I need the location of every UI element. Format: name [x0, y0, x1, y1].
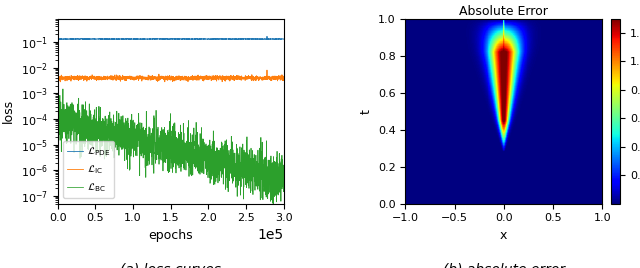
$\mathcal{L}_{\mathrm{PDE}}$ — [274, 38, 282, 41]
$\mathcal{L}_{\mathrm{IC}}$ — [56, 80, 64, 83]
$\mathcal{L}_{\mathrm{PDE}}$ — [54, 32, 61, 35]
$\mathcal{L}_{\mathrm{BC}}$ — [269, 206, 277, 209]
Title: Absolute Error: Absolute Error — [460, 5, 548, 18]
Legend: $\mathcal{L}_{\mathrm{PDE}}$, $\mathcal{L}_{\mathrm{IC}}$, $\mathcal{L}_{\mathrm: $\mathcal{L}_{\mathrm{PDE}}$, $\mathcal{… — [63, 141, 115, 199]
$\mathcal{L}_{\mathrm{BC}}$ — [54, 125, 61, 128]
$\mathcal{L}_{\mathrm{BC}}$ — [280, 189, 288, 193]
Line: $\mathcal{L}_{\mathrm{PDE}}$: $\mathcal{L}_{\mathrm{PDE}}$ — [58, 33, 284, 40]
$\mathcal{L}_{\mathrm{BC}}$ — [274, 192, 282, 195]
$\mathcal{L}_{\mathrm{BC}}$ — [164, 169, 172, 173]
$\mathcal{L}_{\mathrm{IC}}$ — [232, 76, 240, 79]
$\mathcal{L}_{\mathrm{BC}}$ — [59, 87, 67, 91]
$\mathcal{L}_{\mathrm{BC}}$ — [158, 126, 166, 129]
$\mathcal{L}_{\mathrm{PDE}}$ — [54, 37, 61, 40]
$\mathcal{L}_{\mathrm{IC}}$ — [158, 77, 166, 80]
Y-axis label: t: t — [359, 109, 372, 114]
$\mathcal{L}_{\mathrm{PDE}}$ — [280, 38, 288, 41]
$\mathcal{L}_{\mathrm{PDE}}$ — [83, 38, 91, 41]
X-axis label: x: x — [500, 229, 508, 242]
$\mathcal{L}_{\mathrm{PDE}}$ — [158, 38, 166, 41]
Line: $\mathcal{L}_{\mathrm{BC}}$: $\mathcal{L}_{\mathrm{BC}}$ — [58, 89, 284, 208]
$\mathcal{L}_{\mathrm{IC}}$ — [273, 77, 281, 80]
$\mathcal{L}_{\mathrm{IC}}$ — [65, 75, 73, 78]
Text: (b) absolute error: (b) absolute error — [443, 263, 565, 268]
Text: (a) loss curves: (a) loss curves — [120, 263, 221, 268]
$\mathcal{L}_{\mathrm{BC}}$ — [232, 186, 240, 189]
$\mathcal{L}_{\mathrm{IC}}$ — [280, 76, 288, 79]
$\mathcal{L}_{\mathrm{PDE}}$ — [164, 38, 172, 41]
$\mathcal{L}_{\mathrm{PDE}}$ — [232, 38, 240, 41]
$\mathcal{L}_{\mathrm{BC}}$ — [65, 110, 73, 114]
X-axis label: epochs: epochs — [148, 229, 193, 242]
Y-axis label: loss: loss — [2, 99, 15, 123]
$\mathcal{L}_{\mathrm{PDE}}$ — [65, 38, 73, 41]
$\mathcal{L}_{\mathrm{IC}}$ — [164, 74, 172, 77]
$\mathcal{L}_{\mathrm{IC}}$ — [54, 26, 61, 29]
$\mathcal{L}_{\mathrm{PDE}}$ — [273, 37, 281, 40]
Line: $\mathcal{L}_{\mathrm{IC}}$: $\mathcal{L}_{\mathrm{IC}}$ — [58, 28, 284, 82]
$\mathcal{L}_{\mathrm{IC}}$ — [273, 75, 281, 78]
$\mathcal{L}_{\mathrm{BC}}$ — [273, 175, 281, 178]
